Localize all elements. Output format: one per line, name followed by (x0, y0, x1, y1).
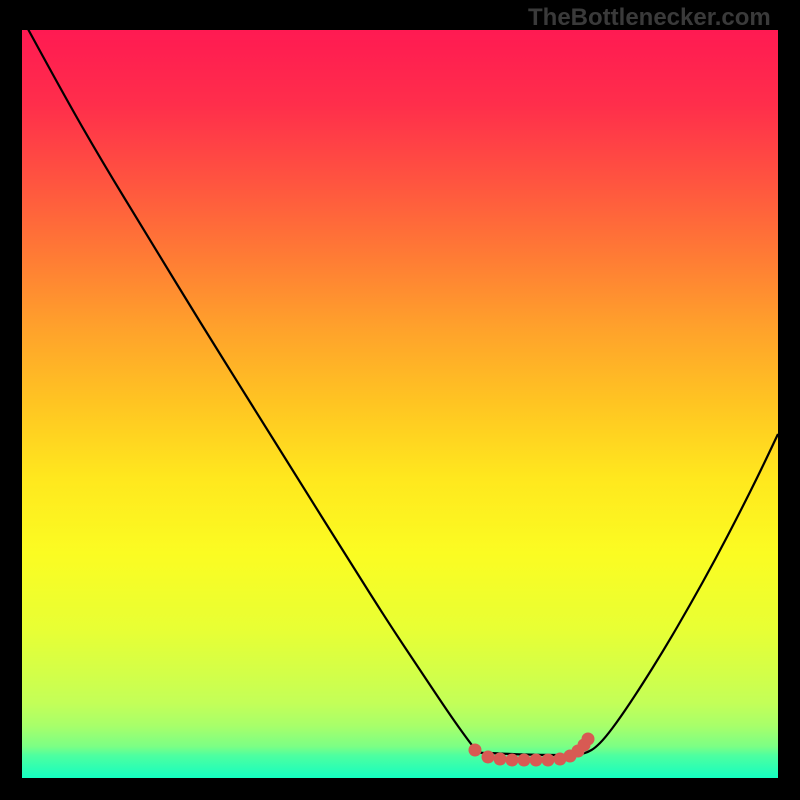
highlight-dot (542, 754, 555, 767)
series-layer (0, 0, 800, 800)
highlight-dot (506, 754, 519, 767)
highlight-dot (582, 733, 595, 746)
watermark-text: TheBottlenecker.com (528, 4, 771, 32)
highlight-dot (469, 744, 482, 757)
highlight-dot (530, 754, 543, 767)
highlight-dot (494, 753, 507, 766)
highlight-dot (482, 751, 495, 764)
main-curve (22, 18, 778, 755)
chart-container: TheBottlenecker.com (0, 0, 800, 800)
highlight-dots (469, 733, 595, 767)
highlight-dot (518, 754, 531, 767)
